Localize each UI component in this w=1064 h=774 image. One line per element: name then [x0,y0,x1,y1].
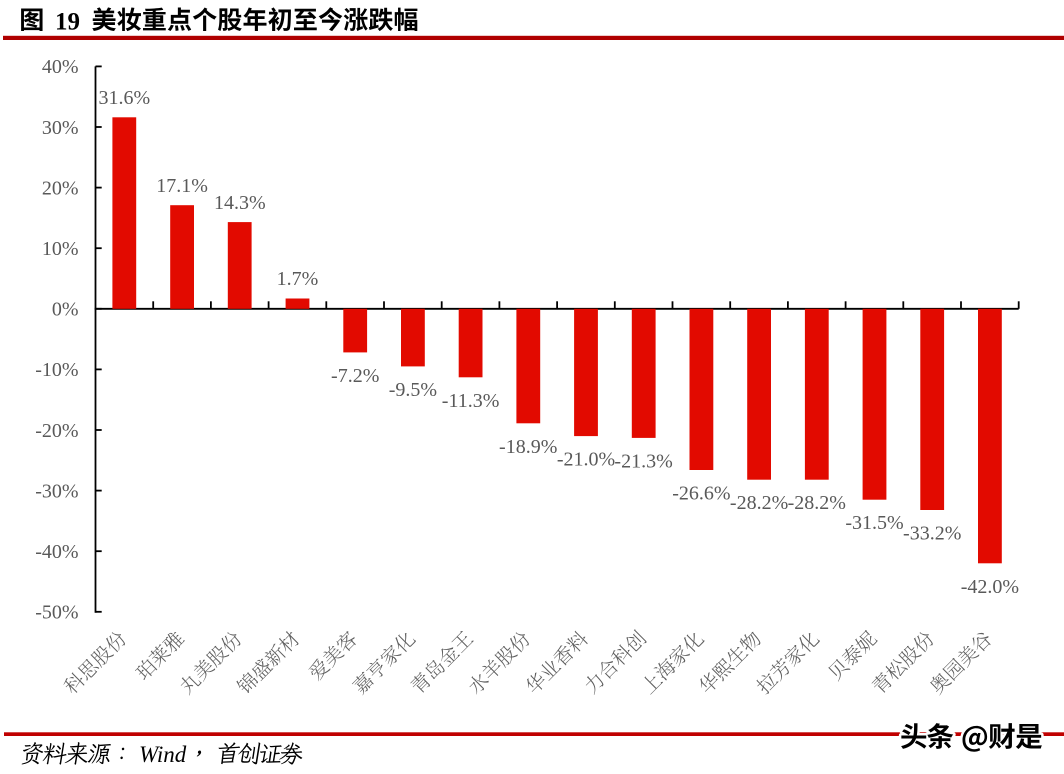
svg-text:-11.3%: -11.3% [442,390,500,412]
svg-text:17.1%: 17.1% [156,175,208,197]
svg-text:-28.2%: -28.2% [730,492,788,514]
svg-text:19: 19 [55,8,80,35]
svg-text:-7.2%: -7.2% [331,365,379,387]
svg-text:-30%: -30% [35,480,78,502]
svg-text:-21.0%: -21.0% [557,449,615,471]
svg-text:1.7%: 1.7% [277,268,319,290]
svg-text:-40%: -40% [35,541,78,563]
svg-text:0%: 0% [52,299,79,321]
svg-text:31.6%: 31.6% [98,87,150,109]
svg-text:Wind: Wind [139,742,187,767]
svg-text:-50%: -50% [35,602,78,624]
svg-text:-33.2%: -33.2% [903,523,961,545]
svg-text:-18.9%: -18.9% [499,436,557,458]
svg-text:-20%: -20% [35,420,78,442]
svg-text:20%: 20% [42,177,79,199]
svg-text:-28.2%: -28.2% [788,492,846,514]
svg-text:10%: 10% [42,238,79,260]
svg-text:-42.0%: -42.0% [961,576,1019,598]
svg-text:-9.5%: -9.5% [389,379,437,401]
svg-text:40%: 40% [42,56,79,78]
svg-text:-21.3%: -21.3% [614,450,672,472]
svg-text:14.3%: 14.3% [214,192,266,214]
svg-text:-26.6%: -26.6% [672,483,730,505]
svg-text:-10%: -10% [35,359,78,381]
svg-text:-31.5%: -31.5% [845,512,903,534]
svg-text:30%: 30% [42,117,79,139]
